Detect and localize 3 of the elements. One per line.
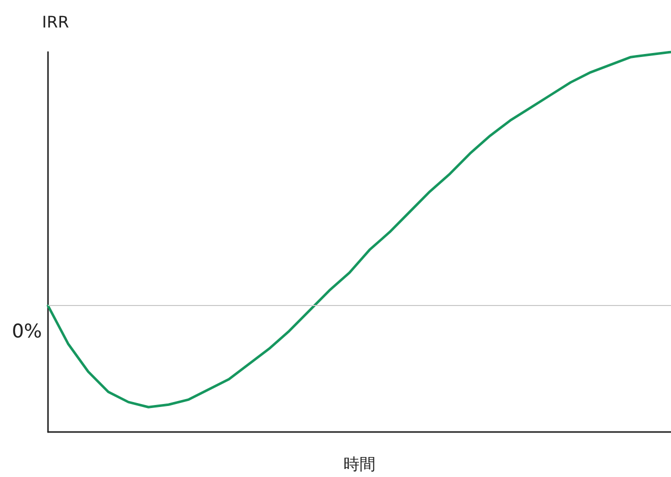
ref-line-label: 0% [12,320,42,343]
x-axis-title: 時間 [344,454,376,474]
y-axis-title: IRR [42,12,69,32]
